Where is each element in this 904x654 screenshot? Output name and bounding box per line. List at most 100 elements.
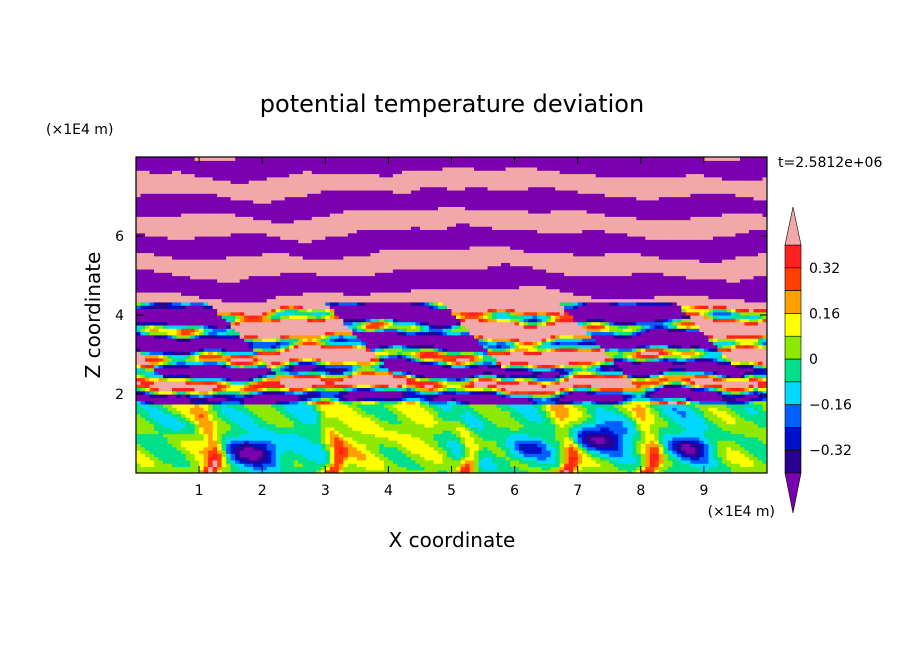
- field-cell: [239, 469, 245, 473]
- field-cell: [469, 449, 475, 454]
- field-cell: [541, 466, 547, 471]
- field-cell: [311, 456, 317, 461]
- field-cell: [546, 463, 552, 468]
- field-cell: [532, 466, 538, 471]
- field-cell: [424, 446, 430, 451]
- field-cell: [194, 443, 200, 448]
- field-cell: [613, 463, 619, 468]
- field-cell: [685, 466, 691, 471]
- field-cell: [654, 463, 660, 468]
- field-cell: [226, 456, 232, 461]
- field-cell: [730, 459, 737, 464]
- field-cell: [708, 453, 714, 458]
- field-cell: [537, 449, 543, 454]
- field-cell: [627, 453, 633, 458]
- field-cell: [604, 459, 610, 464]
- field-cell: [361, 459, 367, 464]
- field-cell: [532, 456, 538, 461]
- field-cell: [442, 466, 448, 471]
- field-cell: [532, 463, 538, 468]
- field-cell: [582, 459, 588, 464]
- field-cell: [208, 459, 214, 464]
- field-cell: [685, 453, 691, 458]
- field-cell: [190, 446, 196, 451]
- field-cell: [753, 463, 759, 468]
- field-cell: [537, 459, 543, 464]
- field-cell: [748, 456, 755, 461]
- field-cell: [334, 443, 340, 448]
- field-cell: [190, 449, 196, 454]
- field-cell: [343, 446, 349, 451]
- field-cell: [257, 446, 263, 451]
- field-cell: [181, 443, 187, 448]
- field-cell: [365, 463, 371, 468]
- field-cell: [446, 463, 453, 468]
- field-cell: [244, 446, 250, 451]
- field-cell: [145, 469, 151, 473]
- field-cell: [712, 463, 719, 468]
- field-cell: [492, 463, 498, 468]
- field-cell: [226, 466, 232, 471]
- field-cell: [316, 446, 322, 451]
- field-cell: [185, 463, 191, 468]
- field-cell: [248, 443, 254, 448]
- field-cell: [181, 469, 187, 473]
- field-cell: [356, 463, 362, 468]
- field-cell: [672, 463, 678, 468]
- field-cell: [347, 459, 353, 464]
- field-cell: [667, 456, 673, 461]
- field-cell: [627, 459, 633, 464]
- field-cell: [744, 466, 750, 471]
- field-cell: [329, 456, 335, 461]
- field-cell: [401, 453, 408, 458]
- field-cell: [663, 443, 669, 448]
- field-cell: [154, 463, 160, 468]
- field-cell: [541, 446, 547, 451]
- field-cell: [717, 443, 723, 448]
- field-cell: [618, 453, 624, 458]
- field-cell: [284, 449, 290, 454]
- field-cell: [401, 449, 408, 454]
- field-cell: [690, 459, 696, 464]
- field-cell: [329, 463, 335, 468]
- field-cell: [703, 469, 710, 473]
- field-cell: [586, 459, 592, 464]
- field-cell: [167, 446, 173, 451]
- field-cell: [446, 446, 453, 451]
- field-cell: [217, 463, 223, 468]
- field-cell: [613, 456, 619, 461]
- field-cell: [523, 443, 529, 448]
- field-cell: [510, 469, 516, 473]
- field-cell: [302, 463, 308, 468]
- field-cell: [541, 443, 547, 448]
- field-cell: [528, 446, 534, 451]
- field-cell: [370, 456, 376, 461]
- field-cell: [753, 453, 759, 458]
- field-cell: [298, 469, 304, 473]
- field-cell: [203, 443, 209, 448]
- field-cell: [537, 443, 543, 448]
- field-cell: [419, 469, 426, 473]
- field-cell: [532, 446, 538, 451]
- field-cell: [627, 449, 633, 454]
- field-cell: [257, 440, 263, 444]
- field-cell: [311, 466, 317, 471]
- field-cell: [577, 453, 583, 458]
- field-cell: [627, 469, 633, 473]
- field-cell: [460, 459, 466, 464]
- field-cell: [136, 446, 142, 451]
- field-cell: [190, 459, 196, 464]
- field-cell: [505, 463, 511, 468]
- field-cell: [172, 466, 178, 471]
- field-cell: [681, 449, 687, 454]
- field-cell: [694, 446, 700, 451]
- field-cell: [199, 449, 205, 454]
- field-cell: [708, 449, 714, 454]
- field-cell: [163, 466, 169, 471]
- field-cell: [658, 463, 664, 468]
- field-cell: [410, 453, 417, 458]
- field-cell: [658, 456, 664, 461]
- field-cell: [145, 446, 151, 451]
- field-cell: [217, 466, 223, 471]
- field-cell: [248, 466, 254, 471]
